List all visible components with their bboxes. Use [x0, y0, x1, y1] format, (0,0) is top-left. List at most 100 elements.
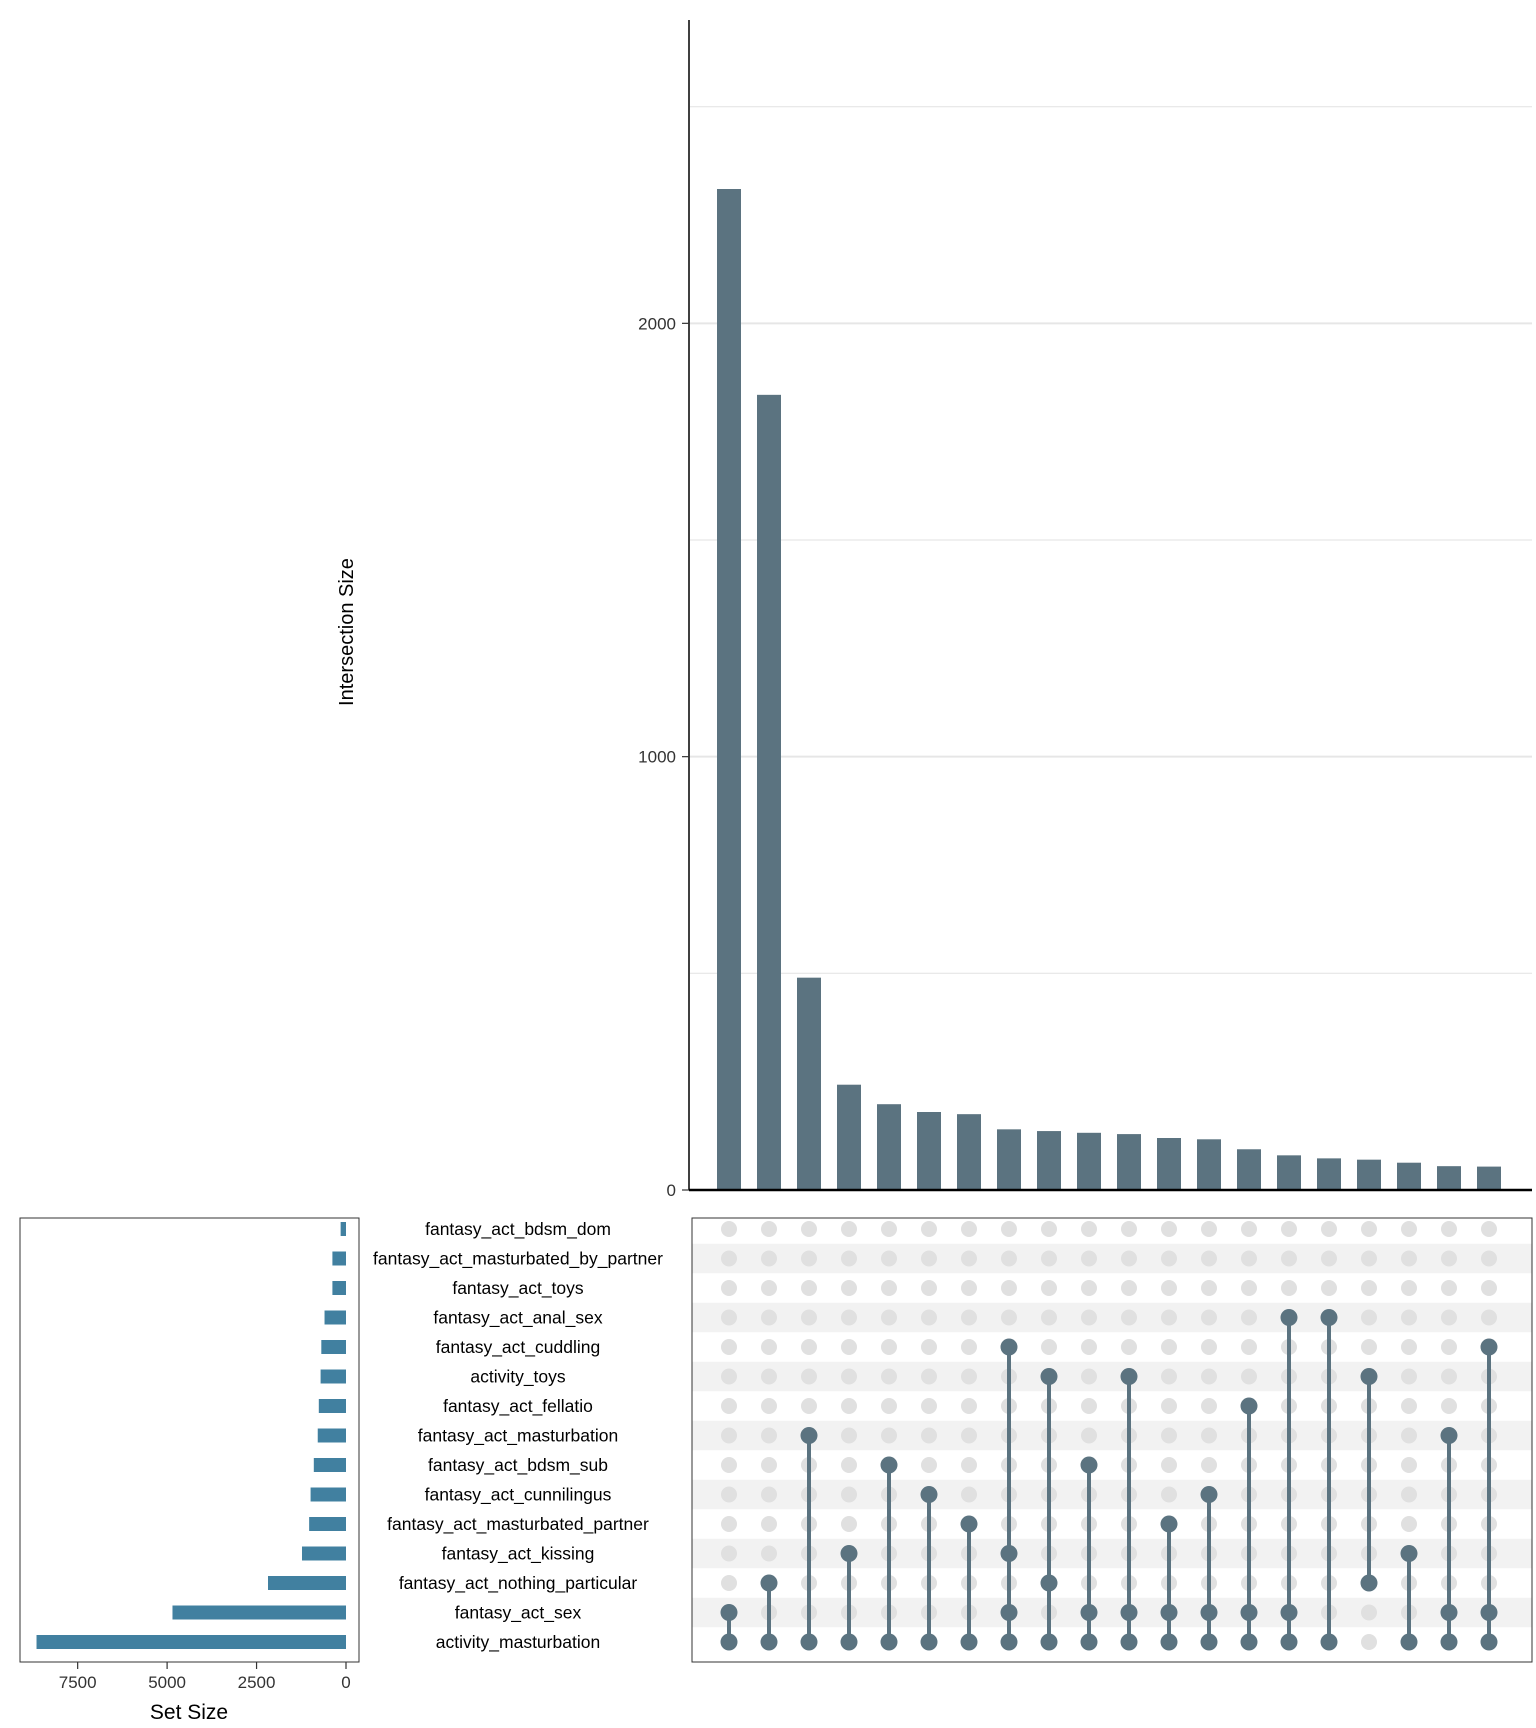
set-name-label: fantasy_act_anal_sex — [433, 1308, 603, 1329]
matrix-dot-inactive — [721, 1486, 737, 1503]
matrix-dot-inactive — [1441, 1250, 1457, 1267]
matrix-dot-inactive — [881, 1398, 897, 1414]
matrix-dot-inactive — [1401, 1486, 1417, 1503]
intersection-bar — [1117, 1134, 1141, 1190]
intersection-bar — [1437, 1166, 1461, 1190]
matrix-dot-inactive — [1161, 1457, 1177, 1473]
matrix-dot-active — [1000, 1633, 1018, 1651]
matrix-dot-active — [1080, 1633, 1098, 1651]
matrix-dot-inactive — [1241, 1280, 1257, 1296]
set-name-label: fantasy_act_bdsm_sub — [428, 1455, 608, 1476]
matrix-dot-inactive — [1081, 1339, 1097, 1355]
matrix-dot-inactive — [1241, 1368, 1257, 1385]
intersection-bar — [837, 1084, 861, 1190]
matrix-dot-inactive — [801, 1250, 817, 1267]
matrix-dot-inactive — [1361, 1221, 1377, 1237]
matrix-dot-active — [1040, 1633, 1058, 1651]
matrix-dot-inactive — [1401, 1368, 1417, 1385]
matrix-dot-inactive — [1121, 1280, 1137, 1296]
matrix-dot-inactive — [921, 1368, 937, 1385]
matrix-dot-active — [1200, 1604, 1218, 1621]
set-name-label: fantasy_act_toys — [452, 1278, 584, 1299]
matrix-dot-inactive — [721, 1545, 737, 1562]
matrix-dot-active — [1240, 1604, 1258, 1621]
intersection-bar — [997, 1129, 1021, 1190]
set-size-x-axis-label: Set Size — [150, 1701, 228, 1724]
matrix-dot-inactive — [881, 1309, 897, 1326]
set-name-label: fantasy_act_sex — [455, 1603, 582, 1624]
matrix-dot-inactive — [961, 1309, 977, 1326]
set-name-label: fantasy_act_kissing — [442, 1544, 595, 1565]
set-size-bar — [340, 1222, 346, 1236]
intersection-bar — [1157, 1138, 1181, 1190]
matrix-dot-active — [1240, 1397, 1258, 1415]
matrix-dot-active — [1200, 1633, 1218, 1651]
matrix-dot-inactive — [1481, 1309, 1497, 1326]
matrix-dot-active — [1160, 1604, 1178, 1621]
matrix-dot-active — [1200, 1486, 1218, 1503]
matrix-dot-inactive — [841, 1368, 857, 1385]
matrix-dot-inactive — [1441, 1221, 1457, 1237]
set-size-bar — [320, 1369, 346, 1384]
matrix-dot-inactive — [761, 1516, 777, 1532]
set-size-bar — [332, 1251, 346, 1266]
matrix-dot-active — [1440, 1633, 1458, 1651]
matrix-dot-inactive — [961, 1457, 977, 1473]
matrix-dot-active — [1120, 1604, 1138, 1621]
matrix-dot-inactive — [1281, 1221, 1297, 1237]
matrix-dot-inactive — [1401, 1427, 1417, 1444]
matrix-frame — [691, 1217, 1533, 1663]
matrix-dot-active — [760, 1633, 778, 1651]
matrix-dot-inactive — [881, 1221, 897, 1237]
matrix-dot-inactive — [1161, 1427, 1177, 1444]
matrix-dot-active — [960, 1515, 978, 1533]
intersection-bar — [1197, 1139, 1221, 1190]
matrix-dot-inactive — [1241, 1221, 1257, 1237]
matrix-dot-inactive — [1161, 1486, 1177, 1503]
intersection-bar — [957, 1114, 981, 1190]
matrix-dot-inactive — [801, 1221, 817, 1237]
set-size-bar — [172, 1605, 346, 1620]
matrix-dot-inactive — [1241, 1339, 1257, 1355]
set-size-bar — [301, 1546, 346, 1561]
matrix-dot-inactive — [1081, 1427, 1097, 1444]
matrix-dot-inactive — [1361, 1339, 1377, 1355]
matrix-dot-inactive — [1161, 1309, 1177, 1326]
matrix-dot-inactive — [841, 1339, 857, 1355]
intersection-bar — [1357, 1159, 1381, 1190]
set-size-bar — [318, 1399, 346, 1413]
matrix-dot-active — [1080, 1456, 1098, 1474]
matrix-dot-inactive — [801, 1280, 817, 1296]
matrix-dot-active — [1320, 1633, 1338, 1651]
matrix-dot-active — [1040, 1368, 1058, 1385]
intersection-bar — [1237, 1149, 1261, 1190]
matrix-dot-active — [720, 1633, 738, 1651]
matrix-dot-inactive — [721, 1280, 737, 1296]
matrix-dot-inactive — [1401, 1309, 1417, 1326]
matrix-dot-inactive — [1201, 1280, 1217, 1296]
matrix-dot-inactive — [1401, 1250, 1417, 1267]
matrix-dot-inactive — [1161, 1280, 1177, 1296]
matrix-dot-inactive — [921, 1250, 937, 1267]
intersection-bar — [717, 189, 741, 1190]
y-tick-label: 1000 — [638, 748, 676, 767]
matrix-dot-inactive — [761, 1221, 777, 1237]
matrix-dot-active — [840, 1545, 858, 1562]
matrix-dot-inactive — [721, 1427, 737, 1444]
matrix-dot-inactive — [961, 1486, 977, 1503]
intersection-bar — [1037, 1131, 1061, 1190]
matrix-dot-active — [1320, 1309, 1338, 1326]
matrix-dot-inactive — [1481, 1221, 1497, 1237]
matrix-dot-inactive — [1081, 1309, 1097, 1326]
matrix-dot-inactive — [1041, 1221, 1057, 1237]
intersection-matrix — [720, 1221, 1498, 1651]
matrix-dot-inactive — [1401, 1457, 1417, 1473]
intersection-bar — [917, 1112, 941, 1190]
matrix-dot-inactive — [1201, 1221, 1217, 1237]
matrix-dot-inactive — [721, 1339, 737, 1355]
matrix-dot-active — [1120, 1368, 1138, 1385]
matrix-dot-active — [1400, 1545, 1418, 1562]
set-name-label: activity_toys — [470, 1367, 566, 1388]
matrix-dot-inactive — [961, 1427, 977, 1444]
intersection-y-axis-label: Intersection Size — [336, 558, 358, 706]
